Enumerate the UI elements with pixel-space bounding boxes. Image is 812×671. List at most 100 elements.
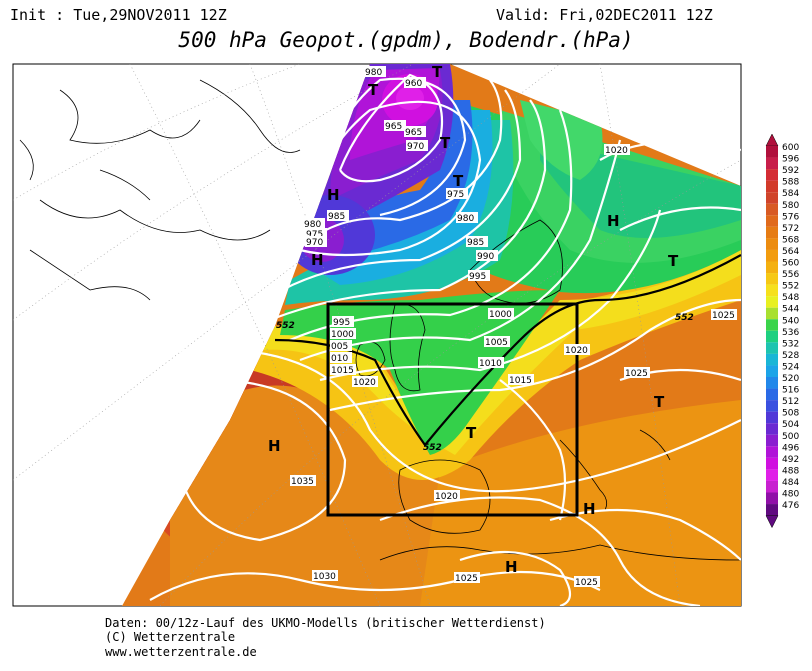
init-time: Init : Tue,29NOV2011 12Z bbox=[10, 6, 227, 24]
colorbar-swatch bbox=[766, 203, 778, 216]
svg-text:1020: 1020 bbox=[353, 378, 376, 388]
colorbar-swatch bbox=[766, 146, 778, 158]
svg-text:1035: 1035 bbox=[291, 477, 314, 487]
colorbar-top-arrow bbox=[765, 133, 779, 147]
colorbar-swatch bbox=[766, 400, 778, 412]
colorbar-swatch bbox=[766, 492, 778, 505]
colorbar-swatch bbox=[766, 377, 778, 389]
svg-text:1025: 1025 bbox=[712, 311, 735, 321]
colorbar-label: 544 bbox=[782, 305, 799, 315]
colorbar-label: 524 bbox=[782, 362, 799, 372]
colorbar-label: 484 bbox=[782, 478, 799, 488]
colorbar-swatch bbox=[766, 319, 778, 331]
colorbar-swatch bbox=[766, 273, 778, 285]
colorbar-label: 528 bbox=[782, 351, 799, 361]
low-label: T bbox=[654, 393, 665, 411]
svg-text:1000: 1000 bbox=[331, 330, 354, 340]
colorbar-label: 596 bbox=[782, 155, 799, 165]
colorbar-label: 512 bbox=[782, 397, 799, 407]
svg-text:1020: 1020 bbox=[435, 492, 458, 502]
svg-text:1005: 1005 bbox=[485, 338, 508, 348]
low-label: T bbox=[368, 81, 379, 99]
svg-text:995: 995 bbox=[333, 318, 350, 328]
low-label: T bbox=[432, 63, 443, 81]
svg-text:552: 552 bbox=[276, 321, 295, 331]
colorbar-label: 556 bbox=[782, 270, 799, 280]
colorbar-swatch bbox=[766, 423, 778, 435]
svg-text:1020: 1020 bbox=[565, 346, 588, 356]
colorbar-swatch bbox=[766, 249, 778, 262]
colorbar-label: 532 bbox=[782, 339, 799, 349]
footer-data-source: Daten: 00/12z-Lauf des UKMO-Modells (bri… bbox=[105, 616, 546, 630]
colorbar-label: 548 bbox=[782, 293, 799, 303]
svg-text:1025: 1025 bbox=[575, 578, 598, 588]
colorbar-swatch bbox=[766, 365, 778, 377]
svg-text:965: 965 bbox=[385, 122, 402, 132]
colorbar-swatch bbox=[766, 169, 778, 181]
svg-text:975: 975 bbox=[447, 190, 464, 200]
footer-url: www.wetterzentrale.de bbox=[105, 645, 257, 659]
colorbar-swatch bbox=[766, 180, 778, 193]
colorbar-label: 552 bbox=[782, 282, 799, 292]
high-label: H bbox=[311, 251, 324, 269]
svg-text:975: 975 bbox=[306, 230, 323, 240]
colorbar-swatch bbox=[766, 296, 778, 308]
colorbar-bottom-arrow bbox=[765, 515, 779, 529]
high-label: H bbox=[505, 558, 518, 576]
colorbar-swatch bbox=[766, 157, 778, 170]
colorbar-label: 584 bbox=[782, 189, 799, 199]
svg-text:980: 980 bbox=[457, 214, 474, 224]
svg-text:1020: 1020 bbox=[605, 146, 628, 156]
colorbar-label: 600 bbox=[782, 143, 799, 153]
low-label: T bbox=[440, 134, 451, 152]
colorbar-swatch bbox=[766, 504, 778, 516]
svg-text:985: 985 bbox=[328, 212, 345, 222]
colorbar-label: 492 bbox=[782, 455, 799, 465]
svg-text:1025: 1025 bbox=[625, 369, 648, 379]
colorbar-label: 560 bbox=[782, 259, 799, 269]
colorbar-swatch bbox=[766, 469, 778, 481]
colorbar-swatch bbox=[766, 226, 778, 239]
colorbar-label: 576 bbox=[782, 212, 799, 222]
colorbar-label: 588 bbox=[782, 178, 799, 188]
colorbar-label: 568 bbox=[782, 235, 799, 245]
colorbar: 6005965925885845805765725685645605565525… bbox=[765, 133, 799, 529]
colorbar-label: 580 bbox=[782, 201, 799, 211]
svg-text:1000: 1000 bbox=[489, 310, 512, 320]
high-label: H bbox=[268, 437, 281, 455]
colorbar-swatch bbox=[766, 284, 778, 297]
svg-text:1015: 1015 bbox=[331, 366, 354, 376]
low-label: T bbox=[466, 424, 477, 442]
svg-text:1010: 1010 bbox=[479, 359, 502, 369]
high-label: H bbox=[583, 500, 596, 518]
svg-text:005: 005 bbox=[331, 342, 348, 352]
colorbar-swatch bbox=[766, 342, 778, 354]
svg-text:995: 995 bbox=[469, 272, 486, 282]
svg-text:985: 985 bbox=[467, 238, 484, 248]
svg-text:1030: 1030 bbox=[313, 572, 336, 582]
colorbar-label: 572 bbox=[782, 224, 799, 234]
colorbar-swatch bbox=[766, 480, 778, 493]
colorbar-swatch bbox=[766, 330, 778, 343]
colorbar-swatch bbox=[766, 192, 778, 204]
svg-text:965: 965 bbox=[405, 128, 422, 138]
high-label: H bbox=[327, 186, 340, 204]
colorbar-label: 508 bbox=[782, 409, 799, 419]
contour-552-labels: 552 552 552 bbox=[276, 313, 694, 453]
colorbar-label: 564 bbox=[782, 247, 799, 257]
colorbar-swatch bbox=[766, 446, 778, 458]
svg-text:990: 990 bbox=[477, 252, 494, 262]
isobar-labels: 980 960 965 965 970 975 980 985 990 995 … bbox=[290, 66, 737, 588]
colorbar-label: 496 bbox=[782, 443, 799, 453]
svg-text:970: 970 bbox=[306, 238, 323, 248]
colorbar-swatch bbox=[766, 353, 778, 366]
high-label: H bbox=[607, 212, 620, 230]
colorbar-swatch bbox=[766, 215, 778, 227]
svg-text:980: 980 bbox=[365, 68, 382, 78]
svg-text:1025: 1025 bbox=[455, 574, 478, 584]
colorbar-swatch bbox=[766, 307, 778, 320]
valid-time: Valid: Fri,02DEC2011 12Z bbox=[496, 6, 713, 24]
colorbar-label: 500 bbox=[782, 432, 799, 442]
colorbar-swatch bbox=[766, 434, 778, 447]
footer-copyright: (C) Wetterzentrale bbox=[105, 630, 236, 644]
